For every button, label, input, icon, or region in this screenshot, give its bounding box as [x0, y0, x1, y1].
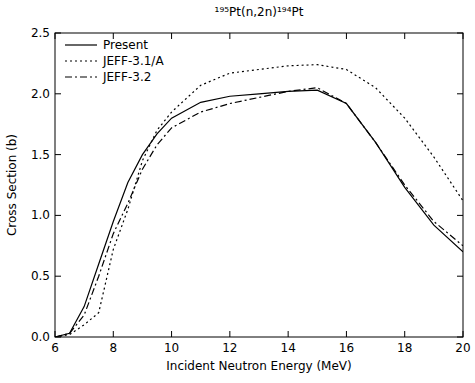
x-tick	[113, 331, 114, 337]
x-tick	[171, 33, 172, 39]
x-tick-label: 20	[455, 341, 470, 355]
x-tick	[229, 33, 230, 39]
y-tick	[457, 93, 463, 94]
legend-swatch	[65, 76, 97, 77]
y-tick	[55, 215, 61, 216]
x-tick	[288, 33, 289, 39]
plot-frame	[55, 33, 463, 337]
y-tick-label: 0.0	[31, 330, 50, 344]
y-tick-label: 1.0	[31, 208, 50, 222]
series-line	[55, 88, 463, 337]
series-line	[55, 65, 463, 337]
x-tick	[346, 331, 347, 337]
y-tick	[457, 154, 463, 155]
x-tick-label: 8	[109, 341, 117, 355]
x-tick	[171, 331, 172, 337]
x-tick-label: 14	[281, 341, 296, 355]
x-tick	[404, 331, 405, 337]
plot-lines	[55, 65, 463, 337]
x-tick	[346, 33, 347, 39]
legend-label: JEFF-3.2	[102, 70, 151, 84]
y-tick	[457, 276, 463, 277]
legend: Present JEFF-3.1/A JEFF-3.2	[65, 38, 164, 84]
x-axis-label: Incident Neutron Energy (MeV)	[166, 359, 351, 373]
y-tick-label: 2.0	[31, 87, 50, 101]
x-tick-label: 10	[164, 341, 179, 355]
y-tick	[55, 93, 61, 94]
y-tick	[55, 154, 61, 155]
x-tick	[404, 33, 405, 39]
title: ¹⁹⁵Pt(n,2n)¹⁹⁴Pt	[215, 5, 304, 19]
legend-swatch	[65, 44, 97, 45]
legend-swatch	[65, 60, 97, 61]
x-tick-label: 18	[397, 341, 412, 355]
x-tick	[229, 331, 230, 337]
legend-label: JEFF-3.1/A	[102, 54, 164, 68]
x-tick-label: 12	[222, 341, 237, 355]
series-line	[55, 90, 463, 337]
y-tick-label: 0.5	[31, 269, 50, 283]
x-tick	[288, 331, 289, 337]
x-tick-label: 6	[51, 341, 59, 355]
chart: ¹⁹⁵Pt(n,2n)¹⁹⁴Pt 6 8 10 12 14 16 18 20 0.0 0.5 1.0 1…	[0, 0, 475, 383]
x-tick-label: 16	[339, 341, 354, 355]
y-tick-label: 2.5	[31, 26, 50, 40]
y-tick	[457, 215, 463, 216]
y-tick	[55, 276, 61, 277]
y-axis-label: Cross Section (b)	[5, 134, 19, 236]
legend-label: Present	[103, 38, 148, 52]
y-tick-label: 1.5	[31, 148, 50, 162]
